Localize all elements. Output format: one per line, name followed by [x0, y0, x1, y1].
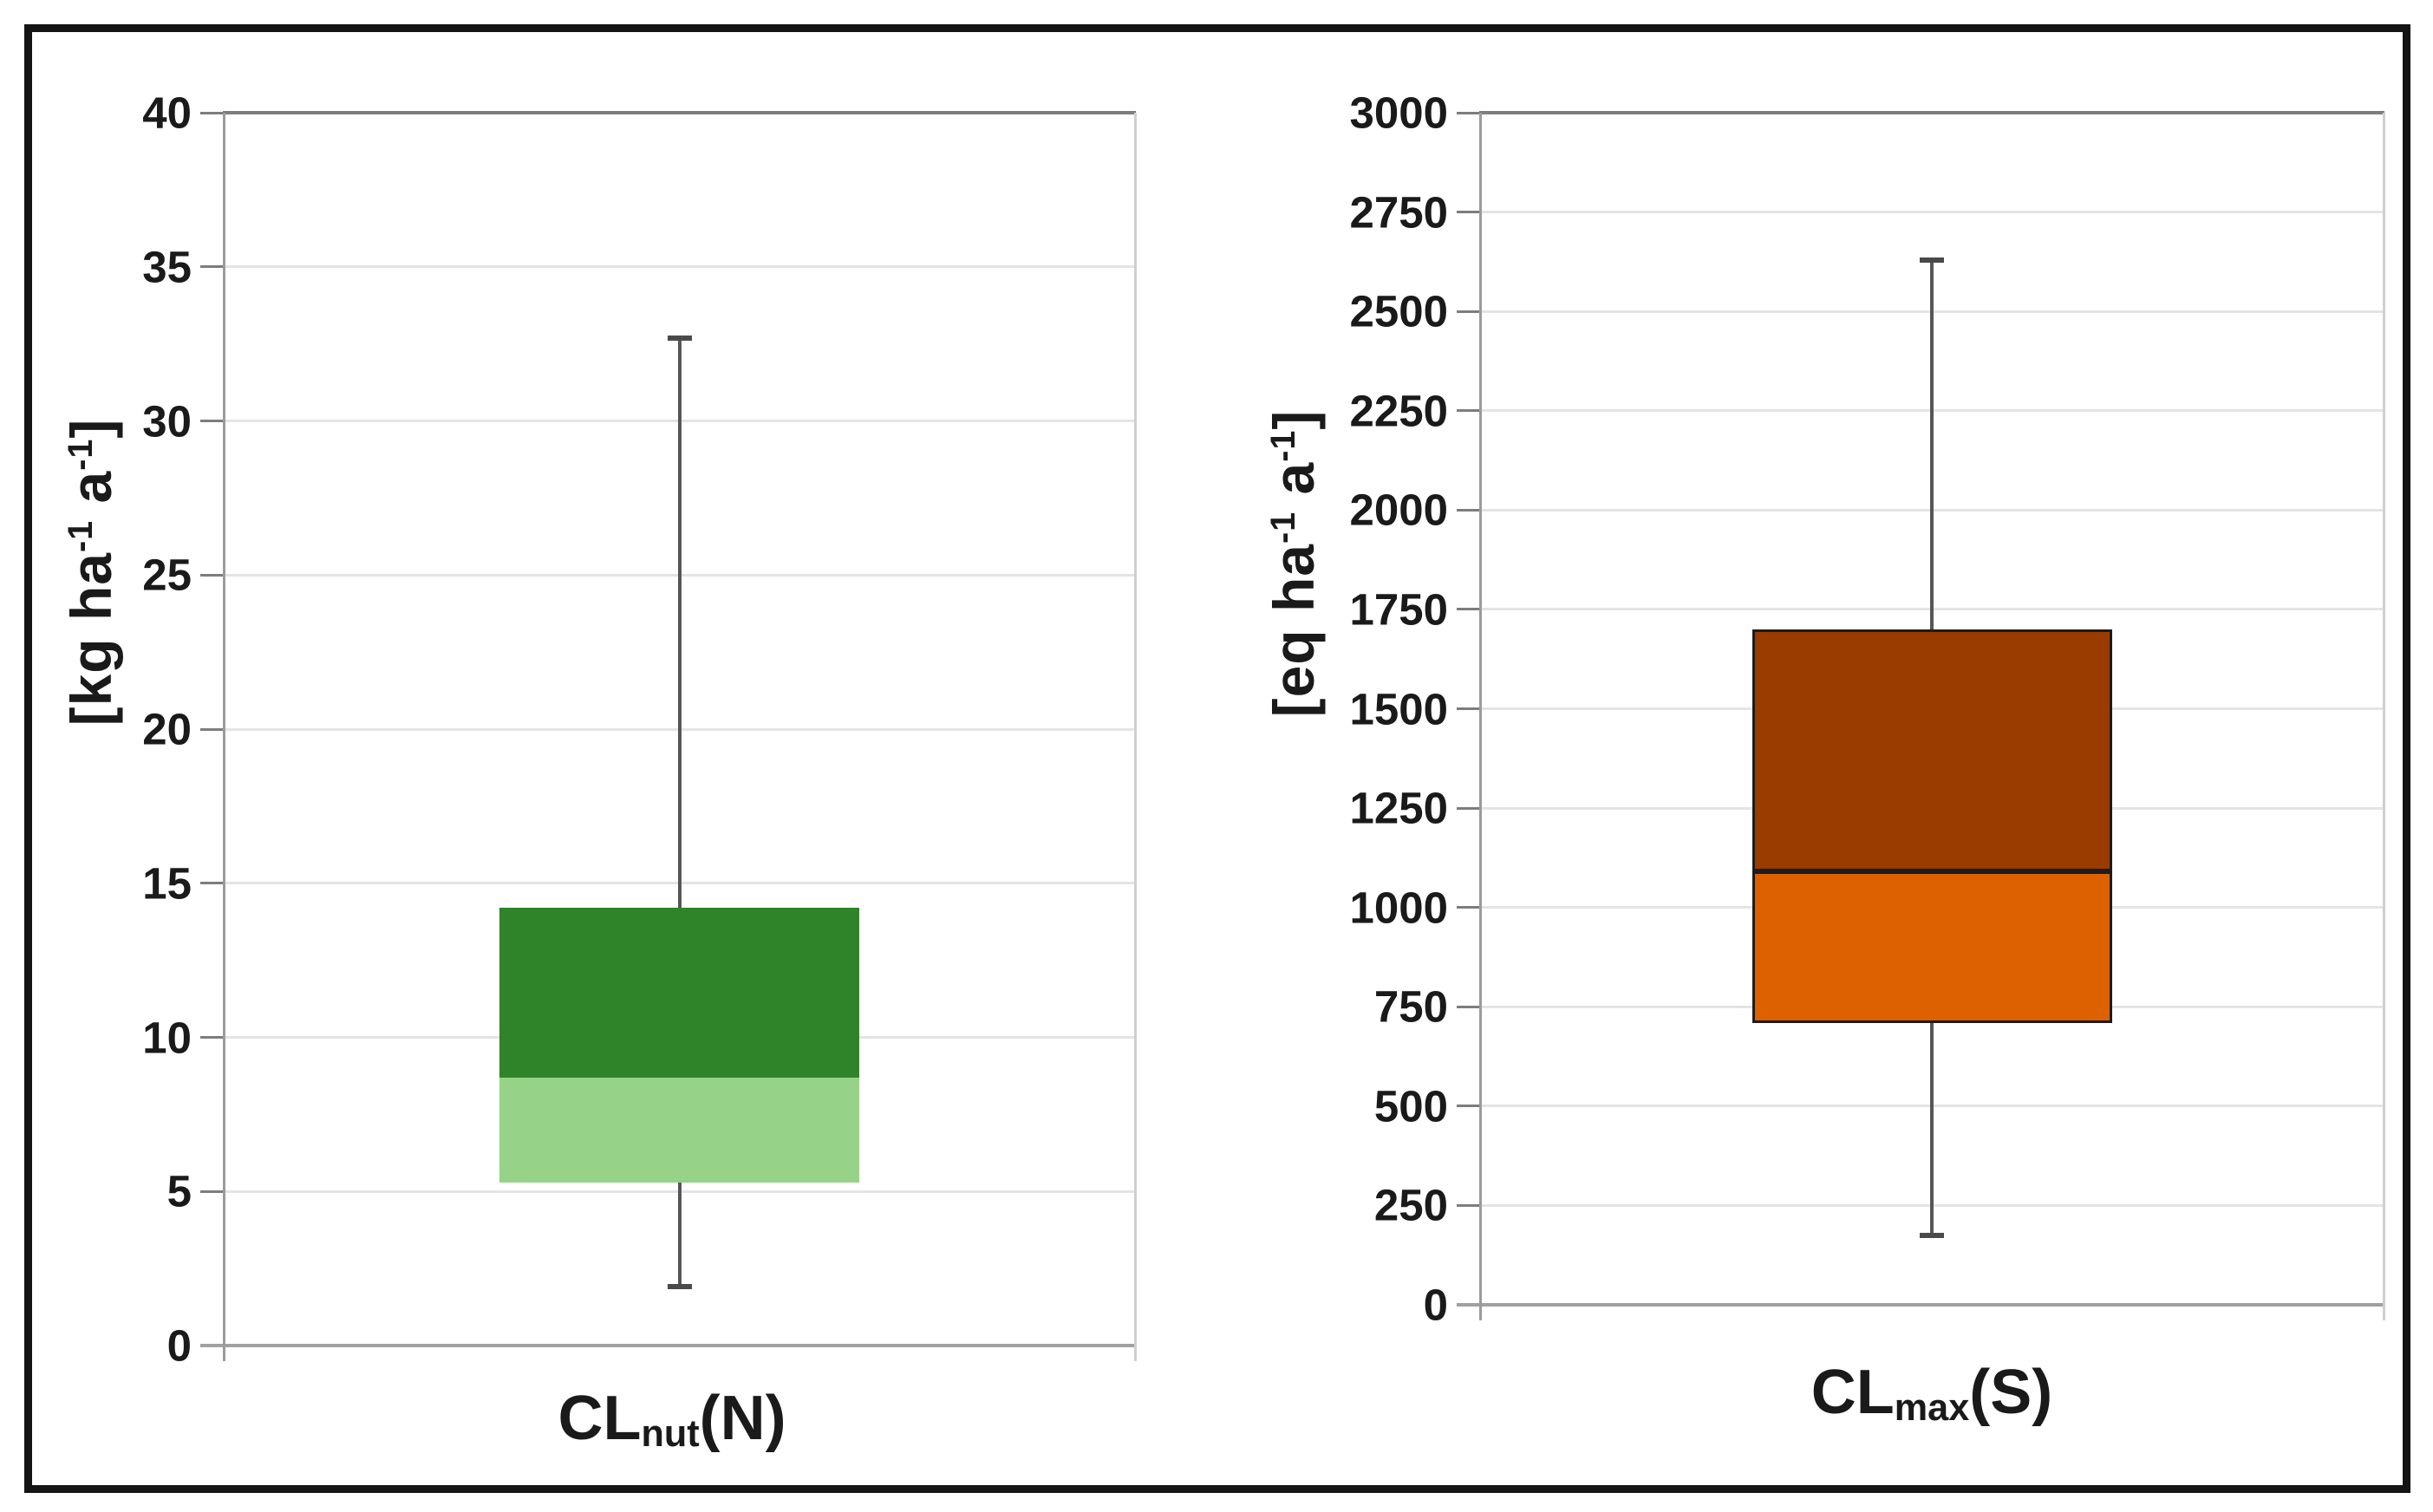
tick-mark [200, 111, 223, 114]
plot-right-border [2383, 113, 2385, 1320]
tick-label: 2500 [1349, 286, 1448, 336]
tick-mark [200, 265, 223, 269]
tick-mark [1457, 111, 1479, 114]
y-axis-title-text: a [59, 470, 123, 520]
upper-whisker-cap [1920, 257, 1944, 263]
tick-mark [1457, 409, 1479, 413]
box-lower-quartile [1751, 871, 2112, 1023]
box-lower-quartile [499, 1077, 859, 1183]
y-axis-line [223, 113, 225, 1361]
tick-label: 10 [142, 1013, 192, 1062]
tick-mark [1457, 1105, 1479, 1108]
tick-mark [1457, 211, 1479, 214]
lower-whisker-line [677, 1182, 682, 1287]
tick-label: 1000 [1349, 883, 1448, 933]
tick-label: 0 [166, 1320, 192, 1371]
lower-whisker-cap [667, 1284, 692, 1290]
box-upper-quartile [1751, 629, 2112, 872]
category-label-clnut-n: CLnut(N) [558, 1383, 786, 1455]
upper-whisker-line [677, 337, 682, 909]
tick-label: 25 [142, 550, 192, 600]
tick-mark [200, 420, 223, 422]
tick-label: 2000 [1349, 485, 1448, 535]
tick-mark [1457, 707, 1479, 710]
tick-mark [1457, 310, 1479, 313]
gridline [1479, 211, 2384, 214]
figure-border [24, 24, 2410, 1493]
tick-label: 30 [142, 396, 192, 446]
tick-mark [200, 727, 223, 731]
tick-mark [1457, 608, 1479, 611]
gridline [223, 265, 1136, 269]
category-label-main: CL [558, 1384, 642, 1453]
tick-mark [1457, 906, 1479, 909]
y-axis-title: [eq ha-1 a-1] [1261, 410, 1327, 718]
upper-whisker-line [1930, 259, 1934, 629]
tick-label: 0 [1423, 1280, 1448, 1330]
tick-label: 250 [1373, 1180, 1448, 1230]
median-line [1751, 869, 2112, 874]
tick-mark [200, 1036, 223, 1039]
category-label-subscript: nut [641, 1412, 700, 1455]
box-upper-quartile [499, 908, 859, 1078]
tick-label: 500 [1373, 1081, 1448, 1131]
tick-mark [1457, 1203, 1479, 1207]
plot-right-border [1134, 113, 1137, 1361]
y-axis-title-superscript: -1 [62, 438, 101, 471]
tick-mark [1457, 508, 1479, 512]
tick-mark [1457, 1005, 1479, 1008]
category-label-clmax-s: CLmax(S) [1810, 1357, 2053, 1429]
plot-top-border [1479, 111, 2384, 114]
category-label-tail: (S) [1969, 1358, 2053, 1427]
tick-label: 1250 [1349, 783, 1448, 833]
tick-mark [200, 1189, 223, 1193]
tick-label: 15 [142, 858, 192, 909]
y-axis-title-superscript: -1 [62, 519, 101, 553]
tick-label: 2250 [1349, 386, 1448, 436]
tick-label: 1500 [1349, 684, 1448, 733]
tick-mark [1457, 806, 1479, 810]
lower-whisker-line [1930, 1022, 1934, 1235]
tick-label: 35 [142, 242, 192, 292]
tick-label: 3000 [1349, 88, 1448, 138]
tick-mark [200, 573, 223, 577]
category-label-subscript: max [1894, 1386, 1970, 1429]
plot-top-border [223, 111, 1136, 114]
category-label-tail: (N) [699, 1384, 786, 1453]
tick-label: 2750 [1349, 187, 1448, 238]
zero-line [1457, 1303, 2384, 1307]
category-label-main: CL [1810, 1358, 1895, 1427]
tick-label: 1750 [1349, 584, 1448, 635]
lower-whisker-cap [1920, 1232, 1944, 1238]
tick-label: 750 [1373, 981, 1448, 1032]
tick-mark [200, 882, 223, 885]
y-axis-title-superscript: -1 [1264, 429, 1303, 462]
tick-label: 5 [166, 1166, 192, 1216]
upper-whisker-cap [667, 335, 692, 341]
tick-label: 20 [142, 704, 192, 754]
y-axis-line [1479, 113, 1482, 1320]
tick-label: 40 [142, 88, 192, 138]
zero-line [200, 1344, 1136, 1347]
